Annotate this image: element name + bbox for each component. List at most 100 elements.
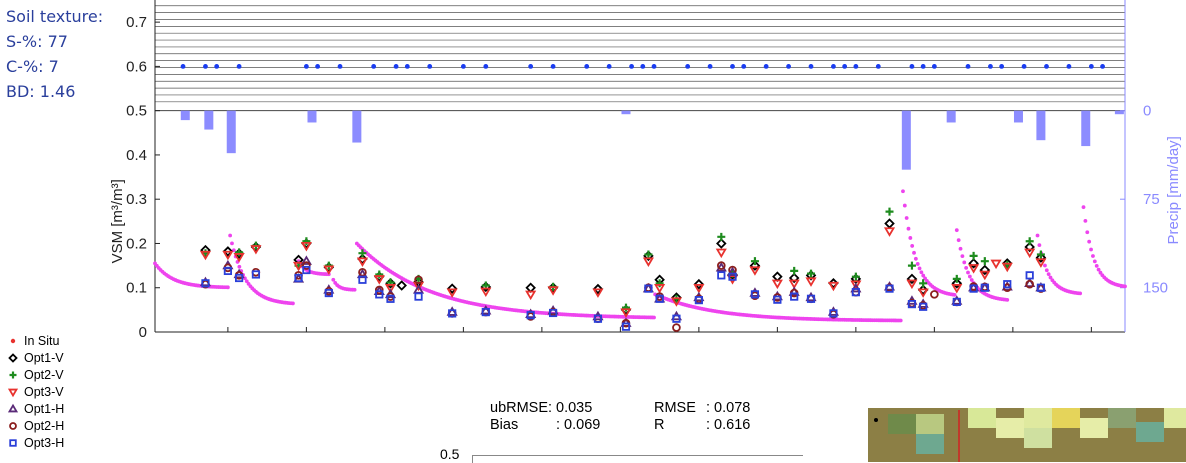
overpass-dot	[921, 64, 926, 69]
insitu-point	[903, 204, 907, 208]
point-opt2-v	[970, 252, 978, 260]
overpass-dot	[237, 64, 242, 69]
y2-tick-label: 150	[1143, 280, 1168, 297]
overpass-dot	[966, 64, 971, 69]
y-tick-label: 0.5	[126, 103, 147, 120]
soil-map-thumbnail	[868, 408, 1186, 462]
legend-item: Opt1-V	[2, 349, 64, 366]
point-opt1-v	[398, 282, 406, 290]
insitu-point	[1093, 260, 1097, 264]
overpass-dot	[607, 64, 612, 69]
legend-marker-dot	[2, 332, 24, 349]
insitu-point	[1085, 230, 1089, 234]
chart-legend: In Situ Opt1-V Opt2-V Opt3-V Opt1-H Opt2-H Opt…	[2, 332, 64, 451]
overpass-dot	[483, 64, 488, 69]
overpass-dot	[741, 64, 746, 69]
legend-marker-square	[2, 434, 24, 451]
legend-marker	[10, 372, 17, 379]
legend-marker	[11, 339, 15, 343]
insitu-point	[914, 257, 918, 261]
ubrmse-value: 0.035	[556, 400, 654, 417]
insitu-point	[966, 271, 970, 275]
soil-moisture-chart: 00.10.20.30.40.50.60.7VSM [m³/m³]0419042…	[0, 0, 1186, 345]
x-tick-label: 0628	[996, 344, 1029, 345]
x-tick-label: 0614	[839, 344, 872, 345]
overpass-dot	[181, 64, 186, 69]
x-tick-label: 0524	[604, 344, 637, 345]
bias-label: Bias	[490, 417, 556, 434]
overpass-dot	[910, 64, 915, 69]
insitu-point	[968, 275, 972, 279]
insitu-point	[1082, 205, 1086, 209]
insitu-point	[918, 266, 922, 270]
x-tick-label: 0607	[761, 344, 794, 345]
insitu-point	[1095, 264, 1099, 268]
rmse-label: RMSE	[654, 400, 706, 417]
overpass-dot	[1044, 64, 1049, 69]
overpass-dot	[629, 64, 634, 69]
point-opt1-v	[886, 220, 894, 228]
y2-axis-label: Precip [mm/day]	[1165, 136, 1182, 244]
point-opt2-v	[790, 267, 798, 275]
insitu-point	[291, 302, 295, 306]
overpass-dot	[461, 64, 466, 69]
legend-item: Opt3-V	[2, 383, 64, 400]
overpass-dot	[988, 64, 993, 69]
point-opt2-h	[931, 291, 938, 298]
r-label: R	[654, 417, 706, 434]
insitu-point	[1089, 248, 1093, 252]
overpass-dot	[551, 64, 556, 69]
y2-tick-label: 75	[1143, 191, 1160, 208]
y-axis-label: VSM [m³/m³]	[109, 179, 126, 263]
precip-bar	[307, 111, 316, 123]
overpass-dot	[999, 64, 1004, 69]
insitu-point	[912, 251, 916, 255]
legend-marker	[10, 423, 16, 429]
precip-bar	[947, 111, 956, 123]
overpass-dot	[214, 64, 219, 69]
overpass-dot	[315, 64, 320, 69]
overpass-dot	[1067, 64, 1072, 69]
bias-value: : 0.069	[556, 417, 654, 434]
x-tick-label: 0531	[682, 344, 715, 345]
legend-label: Opt1-V	[24, 351, 64, 365]
insitu-point	[652, 316, 656, 320]
point-opt2-h	[673, 324, 680, 331]
legend-marker	[10, 355, 17, 362]
insitu-point	[226, 285, 230, 289]
insitu-point	[230, 241, 234, 245]
point-opt2-v	[1026, 237, 1034, 245]
overpass-dot	[640, 64, 645, 69]
overpass-dot	[786, 64, 791, 69]
y2-tick-label: 0	[1143, 103, 1151, 120]
insitu-point	[353, 288, 357, 292]
overpass-dot	[842, 64, 847, 69]
insitu-point	[955, 228, 959, 232]
legend-label: In Situ	[24, 334, 59, 348]
overpass-dot	[831, 64, 836, 69]
insitu-point	[910, 244, 914, 248]
insitu-point	[960, 254, 964, 258]
x-tick-label: 0517	[525, 344, 558, 345]
overpass-dot	[652, 64, 657, 69]
insitu-point	[237, 265, 241, 269]
point-opt2-v	[981, 257, 989, 265]
overpass-dot	[338, 64, 343, 69]
overpass-dot	[584, 64, 589, 69]
r-value: : 0.616	[706, 417, 750, 434]
overpass-dot	[876, 64, 881, 69]
overpass-dot	[528, 64, 533, 69]
precip-bar	[621, 111, 630, 115]
legend-label: Opt2-V	[24, 368, 64, 382]
precip-bar	[1115, 111, 1124, 115]
insitu-point	[1036, 234, 1040, 238]
insitu-point	[1043, 264, 1047, 268]
insitu-point	[1037, 243, 1041, 247]
point-opt3-v	[886, 228, 894, 235]
x-tick-label: 0426	[290, 344, 323, 345]
point-opt1-v	[527, 284, 535, 292]
precip-bar	[352, 111, 361, 143]
insitu-point	[907, 227, 911, 231]
insitu-point	[1047, 272, 1051, 276]
point-opt3-v	[992, 261, 1000, 268]
